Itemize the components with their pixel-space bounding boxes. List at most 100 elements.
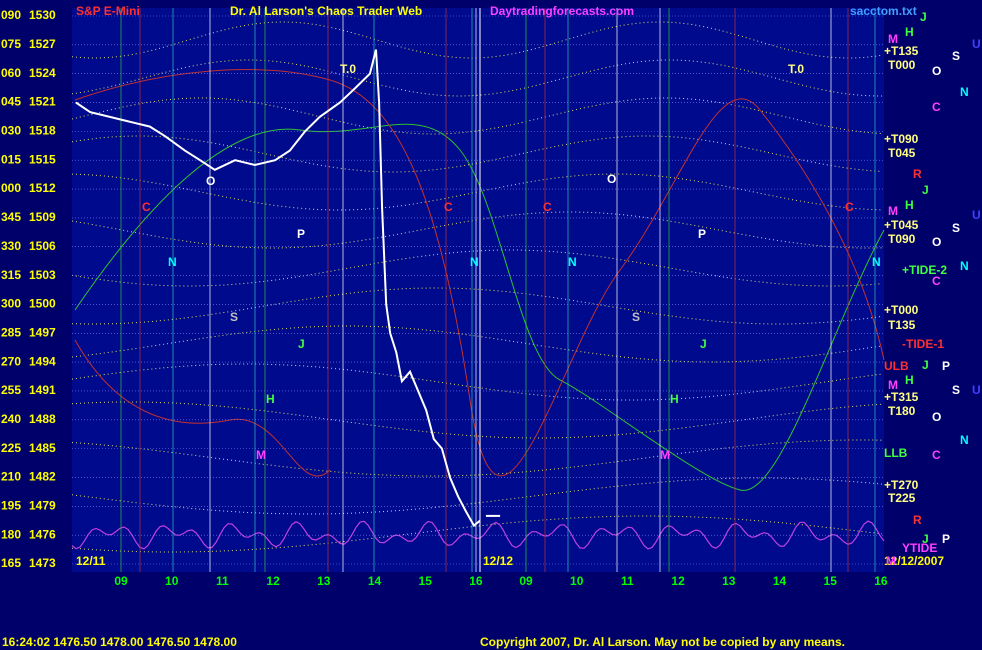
symbol: S&P E-Mini [76,4,140,18]
decoration [71,8,885,572]
degree-label: 330 [1,239,21,253]
annotation: U [972,383,981,397]
date-label: 12/11 [76,554,106,568]
y-tick-label: 1509 [29,210,56,224]
annotation: S [230,310,238,324]
cycle-curve [74,339,331,477]
level-label: T225 [888,491,916,505]
annotation: M [888,32,898,46]
x-tick-label: 15 [824,574,838,588]
annotation: O [932,235,941,249]
annotation: M [256,448,266,462]
degree-label: 045 [1,95,21,109]
annotation: O [607,172,616,186]
plot-area [72,8,884,572]
harmonic-curve [71,173,883,211]
degree-label: 030 [1,124,21,138]
level-label: T000 [888,58,916,72]
annotation: P [942,359,950,373]
date-label: 12/12 [483,554,513,568]
annotation: C [932,274,941,288]
annotation: H [670,392,679,406]
y-tick-label: 1479 [29,498,56,512]
y-tick-label: 1530 [29,8,56,22]
y-tick-label: 1521 [29,95,56,109]
annotation: C [142,200,151,214]
annotation: J [700,337,707,351]
annotation: S [952,383,960,397]
annotation: J [922,183,929,197]
annotation: C [932,448,941,462]
level-label: +T270 [884,478,919,492]
annotation: P [942,532,950,546]
x-tick-label: 09 [519,574,533,588]
level-label: T135 [888,318,916,332]
quote: 16:24:02 1476.50 1478.00 1476.50 1478.00 [2,635,237,649]
annotation: N [960,259,969,273]
annotation: N [960,85,969,99]
degree-label: 015 [1,152,21,166]
copyright: Copyright 2007, Dr. Al Larson. May not b… [480,635,845,649]
degree-label: 225 [1,441,21,455]
degree-label: 240 [1,412,21,426]
annotation: N [960,433,969,447]
annotation: N [568,255,577,269]
annotation: C [543,200,552,214]
cycle-curve [74,69,885,477]
degree-label: 000 [1,181,21,195]
price-line [75,49,481,528]
x-tick-label: 12 [671,574,685,588]
annotation: M [660,448,670,462]
y-tick-label: 1500 [29,297,56,311]
y-tick-label: 1497 [29,325,56,339]
x-tick-label: 13 [722,574,736,588]
annotation: S [632,310,640,324]
harmonic-curve [71,249,883,287]
degree-label: 180 [1,527,21,541]
annotation: J [922,358,929,372]
degree-label: 270 [1,354,21,368]
annotation: C [845,200,854,214]
level-label: YTIDE [902,541,937,555]
x-tick-label: 09 [114,574,128,588]
x-tick-label: 16 [469,574,483,588]
harmonic-curve [71,97,883,135]
level-label: 12/12/2007 [884,554,944,568]
level-label: T090 [888,232,916,246]
y-tick-label: 1518 [29,124,56,138]
y-tick-label: 1485 [29,441,56,455]
y-tick-label: 1473 [29,556,56,570]
x-tick-label: 13 [317,574,331,588]
annotation: H [905,198,914,212]
annotation: O [206,174,215,188]
degree-label: 315 [1,268,21,282]
annotation: S [952,49,960,63]
annotation: J [920,10,927,24]
annotation: C [932,100,941,114]
x-tick-label: 10 [165,574,179,588]
annotation: C [444,200,453,214]
level-label: T045 [888,146,916,160]
level-label: +T135 [884,44,919,58]
degree-label: 300 [1,297,21,311]
annotation: N [470,255,479,269]
annotation: T.0 [788,62,804,76]
harmonic-curve [71,59,882,97]
annotation: N [872,255,881,269]
annotation: H [905,373,914,387]
annotation: S [952,221,960,235]
annotation: U [972,208,981,222]
x-tick-label: 14 [368,574,382,588]
level-label: +T090 [884,132,919,146]
x-tick-label: 11 [621,574,634,588]
y-tick-label: 1488 [29,412,56,426]
y-tick-label: 1482 [29,470,56,484]
annotation: H [905,25,914,39]
harmonic-curve [71,211,883,249]
annotation: O [932,410,941,424]
x-tick-label: 14 [773,574,787,588]
level-label: +T315 [884,390,919,404]
annotation: M [888,204,898,218]
degree-label: 255 [1,383,21,397]
